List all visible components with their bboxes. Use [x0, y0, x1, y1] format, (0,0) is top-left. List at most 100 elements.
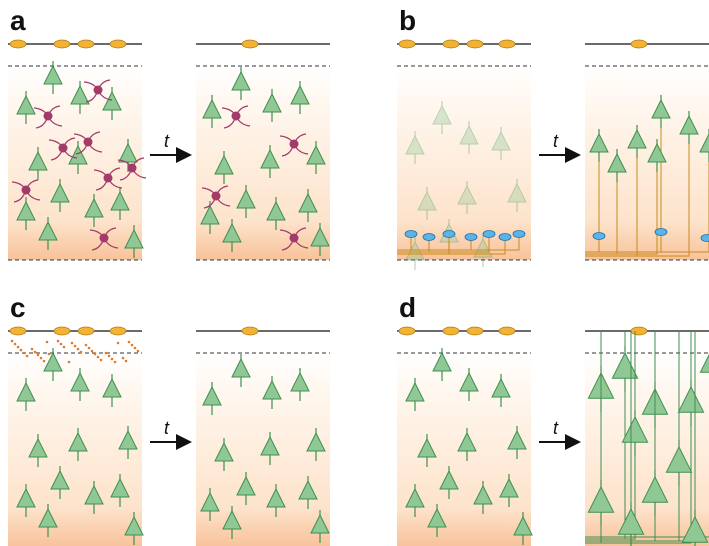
- interneuron-soma: [84, 138, 93, 147]
- dot: [68, 361, 71, 364]
- dot: [134, 347, 137, 350]
- interneuron-soma: [290, 140, 299, 149]
- dot: [80, 351, 83, 354]
- dot: [137, 350, 140, 353]
- cajal-retzius-cell: [499, 40, 515, 48]
- cajal-retzius-cell: [467, 40, 483, 48]
- cajal-retzius-cell: [78, 40, 94, 48]
- precursor-cell: [701, 235, 709, 242]
- cajal-retzius-cell: [10, 40, 26, 48]
- tissue: [585, 66, 709, 260]
- precursor-cell: [443, 231, 455, 238]
- panel-label: a: [10, 5, 26, 36]
- dot: [23, 352, 26, 355]
- tissue-panel: [397, 327, 532, 546]
- dot: [128, 341, 131, 344]
- time-label: t: [164, 131, 170, 151]
- tissue-panel: [196, 327, 330, 546]
- dot: [105, 352, 108, 355]
- dot: [26, 355, 29, 358]
- cajal-retzius-cell: [10, 327, 26, 335]
- interneuron-soma: [232, 112, 241, 121]
- dot: [74, 345, 77, 348]
- precursor-cell: [655, 229, 667, 236]
- interneuron-soma: [22, 186, 31, 195]
- dot: [34, 351, 37, 354]
- panel-label: d: [399, 292, 416, 323]
- interneuron-soma: [104, 174, 113, 183]
- panel-label: b: [399, 5, 416, 36]
- dot: [46, 341, 49, 344]
- cajal-retzius-cell: [443, 327, 459, 335]
- dot: [117, 342, 120, 345]
- content: a t b t c t d t: [8, 5, 709, 546]
- dot: [122, 357, 125, 360]
- dot: [17, 346, 20, 349]
- dot: [40, 357, 43, 360]
- dot: [77, 348, 80, 351]
- time-label: t: [553, 131, 559, 151]
- cajal-retzius-cell: [54, 327, 70, 335]
- cajal-retzius-cell: [499, 327, 515, 335]
- dot: [37, 354, 40, 357]
- interneuron-soma: [128, 164, 137, 173]
- tissue-panel: [8, 40, 146, 260]
- dot: [43, 360, 46, 363]
- dot: [63, 346, 66, 349]
- tissue-panel: [196, 40, 330, 260]
- cajal-retzius-cell: [242, 327, 258, 335]
- dot: [85, 344, 88, 347]
- cajal-retzius-cell: [110, 40, 126, 48]
- dot: [57, 340, 60, 343]
- cajal-retzius-cell: [443, 40, 459, 48]
- cajal-retzius-cell: [631, 327, 647, 335]
- precursor-cell: [423, 234, 435, 241]
- dot: [111, 358, 114, 361]
- precursor-cell: [513, 231, 525, 238]
- precursor-cell: [499, 234, 511, 241]
- cajal-retzius-cell: [78, 327, 94, 335]
- interneuron-soma: [212, 192, 221, 201]
- dot: [131, 344, 134, 347]
- tissue-panel: [397, 40, 531, 270]
- tissue: [397, 66, 531, 260]
- precursor-cell: [405, 231, 417, 238]
- interneuron-soma: [59, 144, 68, 153]
- dot: [11, 340, 14, 343]
- dot: [60, 343, 63, 346]
- cajal-retzius-cell: [399, 327, 415, 335]
- dot: [91, 350, 94, 353]
- interneuron-soma: [290, 234, 299, 243]
- cajal-retzius-cell: [631, 40, 647, 48]
- dot: [94, 353, 97, 356]
- dot: [31, 348, 34, 351]
- dot: [114, 361, 117, 364]
- panel-label: c: [10, 292, 26, 323]
- cajal-retzius-cell: [467, 327, 483, 335]
- time-label: t: [164, 418, 170, 438]
- cajal-retzius-cell: [110, 327, 126, 335]
- cajal-retzius-cell: [54, 40, 70, 48]
- tissue-panel: [585, 327, 709, 546]
- dot: [100, 359, 103, 362]
- dot: [14, 343, 17, 346]
- interneuron-soma: [44, 112, 53, 121]
- precursor-cell: [465, 234, 477, 241]
- tissue-panel: [585, 40, 709, 260]
- dot: [108, 355, 111, 358]
- dot: [48, 353, 51, 356]
- cajal-retzius-cell: [242, 40, 258, 48]
- dot: [20, 349, 23, 352]
- precursor-cell: [483, 231, 495, 238]
- time-label: t: [553, 418, 559, 438]
- interneuron-soma: [94, 86, 103, 95]
- dot: [71, 342, 74, 345]
- precursor-cell: [593, 233, 605, 240]
- dot: [97, 356, 100, 359]
- interneuron-soma: [100, 234, 109, 243]
- figure: a t b t c t d t: [0, 0, 709, 546]
- dot: [88, 347, 91, 350]
- tissue-panel: [8, 327, 143, 546]
- dot: [125, 360, 128, 363]
- cajal-retzius-cell: [399, 40, 415, 48]
